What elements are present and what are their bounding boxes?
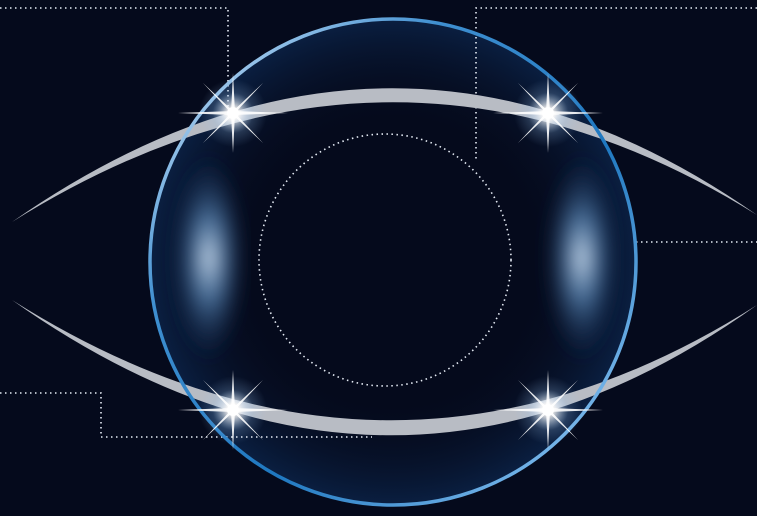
guide-top-left [0,7,229,108]
lens-glow-right [540,153,616,363]
pupil-outline [258,133,512,387]
lens-ring [148,17,638,507]
lens-body [150,19,636,505]
lens-glow-left [167,153,243,363]
guide-top-right [475,7,757,160]
